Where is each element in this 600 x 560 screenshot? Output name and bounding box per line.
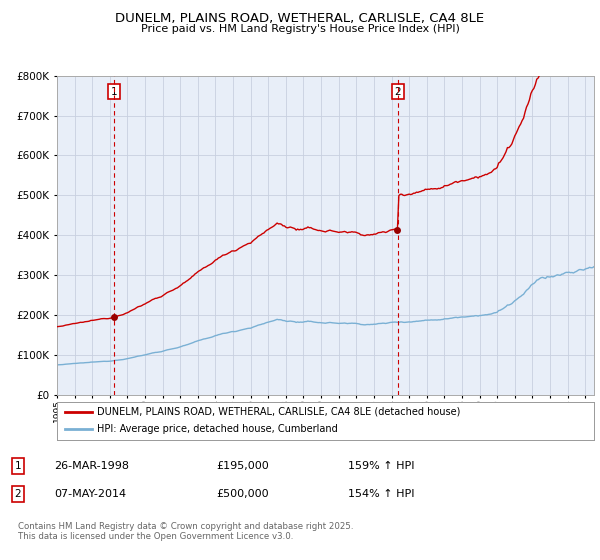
Text: 159% ↑ HPI: 159% ↑ HPI [348, 461, 415, 471]
Text: 2: 2 [14, 489, 22, 499]
Text: Contains HM Land Registry data © Crown copyright and database right 2025.
This d: Contains HM Land Registry data © Crown c… [18, 522, 353, 542]
Text: 07-MAY-2014: 07-MAY-2014 [54, 489, 126, 499]
Text: £195,000: £195,000 [216, 461, 269, 471]
Text: 1: 1 [110, 87, 117, 96]
Text: £500,000: £500,000 [216, 489, 269, 499]
Text: Price paid vs. HM Land Registry's House Price Index (HPI): Price paid vs. HM Land Registry's House … [140, 24, 460, 34]
Text: 154% ↑ HPI: 154% ↑ HPI [348, 489, 415, 499]
Text: 2: 2 [395, 87, 401, 96]
Text: 1: 1 [14, 461, 22, 471]
Text: HPI: Average price, detached house, Cumberland: HPI: Average price, detached house, Cumb… [97, 424, 338, 435]
Text: 26-MAR-1998: 26-MAR-1998 [54, 461, 129, 471]
Text: DUNELM, PLAINS ROAD, WETHERAL, CARLISLE, CA4 8LE: DUNELM, PLAINS ROAD, WETHERAL, CARLISLE,… [115, 12, 485, 25]
Text: DUNELM, PLAINS ROAD, WETHERAL, CARLISLE, CA4 8LE (detached house): DUNELM, PLAINS ROAD, WETHERAL, CARLISLE,… [97, 407, 461, 417]
